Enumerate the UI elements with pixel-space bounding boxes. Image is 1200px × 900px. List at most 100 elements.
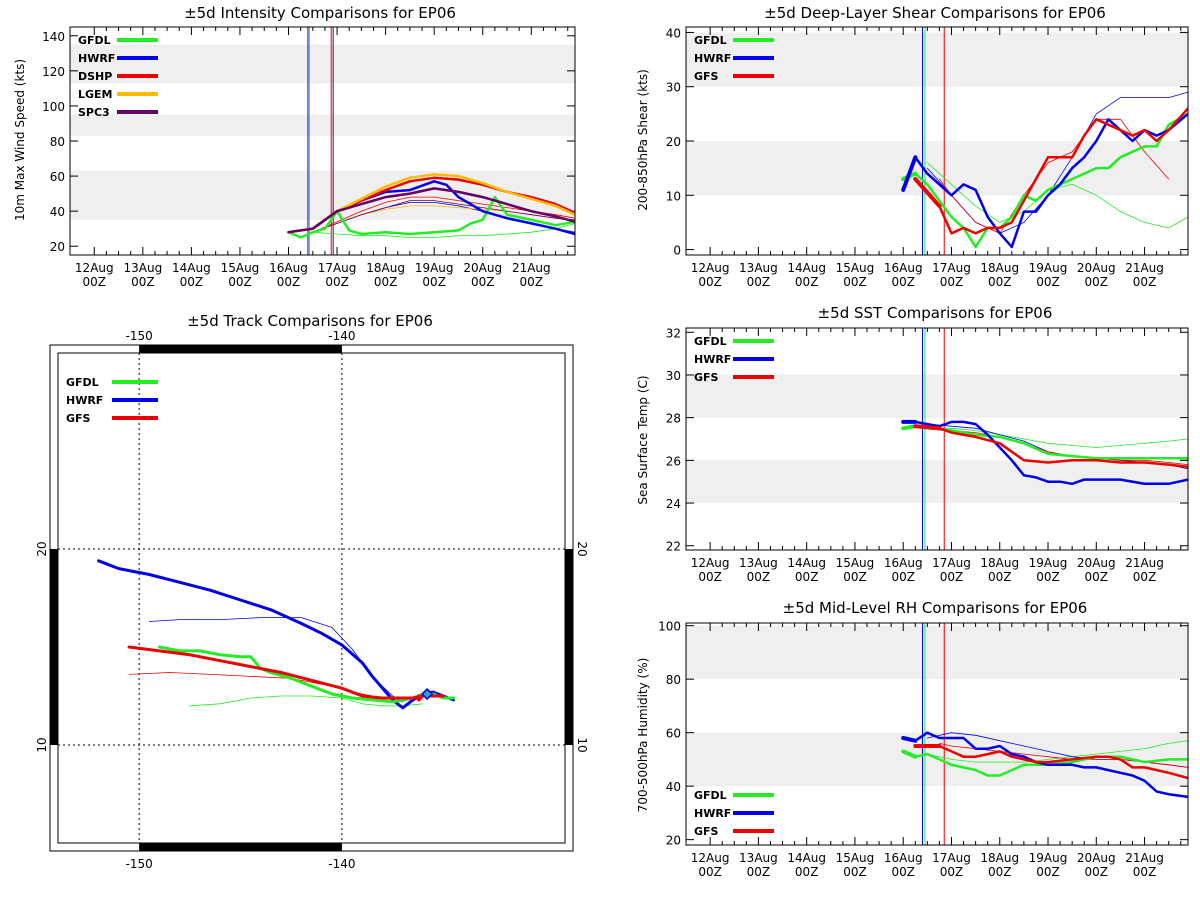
series-gfdl-sst-0 xyxy=(901,424,918,431)
track-lat-label-right-0: 10 xyxy=(575,737,589,752)
frame-shear xyxy=(685,26,1189,256)
xtick-date-rh-0: 12Aug xyxy=(691,851,730,865)
ylabel-intensity: 10m Max Wind Speed (kts) xyxy=(13,59,27,221)
track-right-axis-bar xyxy=(565,549,573,745)
track-lon-label-bottom-1: -140 xyxy=(328,857,355,871)
ytick-label-intensity-2: 60 xyxy=(50,170,65,184)
xtick-hour-shear-0: 00Z xyxy=(698,275,722,289)
xtick-hour-rh-8: 00Z xyxy=(1085,865,1109,879)
ytick-label-sst-4: 30 xyxy=(666,369,681,383)
xtick-date-sst-1: 13Aug xyxy=(739,556,778,570)
track-legend-label-gfdl: GFDL xyxy=(66,376,99,389)
band-sst-1 xyxy=(686,374,1188,418)
xtick-date-rh-5: 17Aug xyxy=(932,851,971,865)
legend-label-hwrf-sst: HWRF xyxy=(694,353,731,366)
xtick-hour-intensity-4: 00Z xyxy=(277,275,301,289)
xtick-hour-sst-5: 00Z xyxy=(940,570,964,584)
legend-label-gfdl-sst: GFDL xyxy=(694,335,727,348)
track-top-axis-bar xyxy=(139,345,342,353)
xtick-hour-intensity-0: 00Z xyxy=(83,275,107,289)
ytick-label-rh-3: 80 xyxy=(666,673,681,687)
title-intensity: ±5d Intensity Comparisons for EP06 xyxy=(184,4,456,22)
xtick-hour-sst-7: 00Z xyxy=(1036,570,1060,584)
series-hwrf-shear-1 xyxy=(901,155,918,192)
ytick-label-intensity-0: 20 xyxy=(50,240,65,254)
xtick-date-sst-4: 16Aug xyxy=(884,556,923,570)
series-hwrf-rh-4 xyxy=(914,731,1188,799)
xtick-date-rh-8: 20Aug xyxy=(1077,851,1116,865)
xtick-hour-sst-3: 00Z xyxy=(843,570,867,584)
xtick-hour-shear-4: 00Z xyxy=(891,275,915,289)
xtick-hour-intensity-3: 00Z xyxy=(228,275,252,289)
ytick-label-sst-0: 22 xyxy=(666,540,681,554)
frame-sst xyxy=(685,327,1189,551)
series-gfdl-shear-6 xyxy=(926,162,1188,229)
xtick-date-rh-9: 21Aug xyxy=(1125,851,1164,865)
title-track: ±5d Track Comparisons for EP06 xyxy=(187,312,433,330)
series-gfs-sst-5 xyxy=(938,427,1188,469)
xtick-hour-sst-1: 00Z xyxy=(747,570,771,584)
series-group-rh xyxy=(901,731,1188,799)
band-intensity-0 xyxy=(70,170,575,220)
xtick-date-shear-2: 14Aug xyxy=(787,261,826,275)
xtick-hour-rh-5: 00Z xyxy=(940,865,964,879)
xtick-date-intensity-3: 15Aug xyxy=(221,261,260,275)
xtick-hour-sst-2: 00Z xyxy=(795,570,819,584)
series-gfdl-sst-3 xyxy=(914,424,1188,460)
xtick-date-sst-9: 21Aug xyxy=(1125,556,1164,570)
track-lat-label-right-1: 20 xyxy=(575,541,589,556)
xtick-hour-sst-9: 00Z xyxy=(1133,570,1157,584)
xtick-hour-intensity-8: 00Z xyxy=(471,275,495,289)
xtick-date-shear-4: 16Aug xyxy=(884,261,923,275)
xtick-date-intensity-9: 21Aug xyxy=(512,261,551,275)
track-lat-label-left-1: 20 xyxy=(35,541,49,556)
xtick-date-shear-9: 21Aug xyxy=(1125,261,1164,275)
frame-rh xyxy=(685,622,1189,846)
chart-sst: ±5d SST Comparisons for EP06 Sea Surface … xyxy=(636,304,1189,584)
xtick-date-intensity-8: 20Aug xyxy=(463,261,502,275)
xtick-hour-shear-1: 00Z xyxy=(747,275,771,289)
series-spc3-intensity-4 xyxy=(287,187,575,234)
chart-shear: ±5d Deep-Layer Shear Comparisons for EP0… xyxy=(636,4,1189,289)
xtick-date-rh-1: 13Aug xyxy=(739,851,778,865)
xtick-hour-rh-4: 00Z xyxy=(891,865,915,879)
xtick-hour-shear-5: 00Z xyxy=(940,275,964,289)
ytick-label-sst-5: 32 xyxy=(666,326,681,340)
ytick-label-rh-0: 20 xyxy=(666,834,681,848)
xtick-date-sst-8: 20Aug xyxy=(1077,556,1116,570)
legend-label-spc3-intensity: SPC3 xyxy=(78,106,110,119)
xtick-date-shear-1: 13Aug xyxy=(739,261,778,275)
legend-label-gfdl-shear: GFDL xyxy=(694,34,727,47)
xtick-hour-intensity-6: 00Z xyxy=(374,275,398,289)
band-rh-1 xyxy=(686,625,1188,680)
series-spc3-intensity-9 xyxy=(312,200,575,233)
track-lon-label-bottom-0: -150 xyxy=(126,857,153,871)
xtick-date-sst-2: 14Aug xyxy=(787,556,826,570)
xtick-hour-sst-0: 00Z xyxy=(698,570,722,584)
series-gfs-shear-2 xyxy=(913,177,942,209)
xtick-date-shear-0: 12Aug xyxy=(691,261,730,275)
xtick-hour-shear-8: 00Z xyxy=(1085,275,1109,289)
legend-label-gfs-sst: GFS xyxy=(694,371,719,384)
series-gfdl-sst-6 xyxy=(926,427,1188,448)
xtick-date-rh-4: 16Aug xyxy=(884,851,923,865)
series-gfdl-intensity-5 xyxy=(312,222,575,238)
ylabel-sst: Sea Surface Temp (C) xyxy=(636,375,650,504)
track-inner-frame xyxy=(57,352,566,844)
track-series-hwrf-0 xyxy=(97,559,455,710)
ytick-label-rh-4: 100 xyxy=(658,620,681,634)
track-lon-label-top-1: -140 xyxy=(328,329,355,343)
legend-label-hwrf-rh: HWRF xyxy=(694,807,731,820)
track-series-hwrf-3 xyxy=(148,617,404,703)
xtick-date-shear-6: 18Aug xyxy=(980,261,1019,275)
series-group-intensity xyxy=(287,173,575,239)
ytick-label-shear-2: 20 xyxy=(666,135,681,149)
xtick-hour-intensity-1: 00Z xyxy=(131,275,155,289)
series-gfdl-rh-3 xyxy=(914,752,1188,777)
track-outer-frame xyxy=(49,344,574,852)
legend-label-gfs-rh: GFS xyxy=(694,825,719,838)
ytick-label-shear-1: 10 xyxy=(666,189,681,203)
ytick-label-rh-1: 40 xyxy=(666,780,681,794)
xtick-date-sst-0: 12Aug xyxy=(691,556,730,570)
